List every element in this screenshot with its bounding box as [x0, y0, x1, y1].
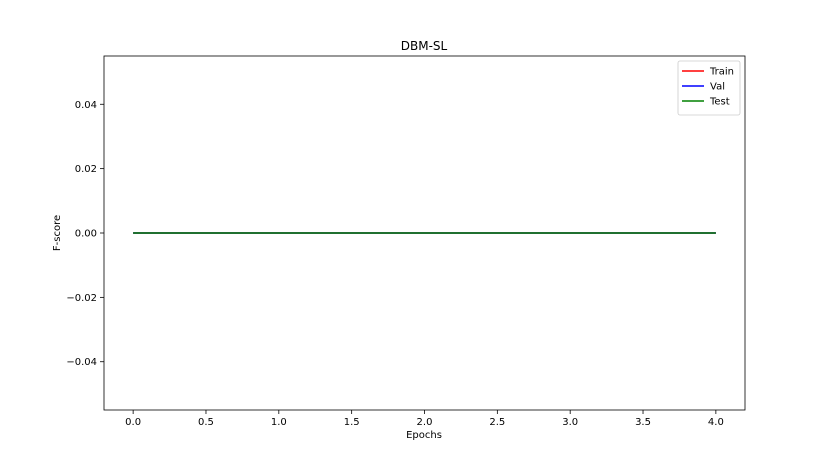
y-tick-label: −0.02 — [66, 293, 97, 304]
x-tick-label: 1.5 — [344, 417, 360, 428]
y-axis-label: F-score — [52, 215, 63, 251]
x-tick-label: 0.0 — [125, 417, 141, 428]
x-tick-label: 1.0 — [271, 417, 287, 428]
legend-label-train: Train — [709, 67, 734, 78]
x-tick-label: 3.5 — [635, 417, 651, 428]
legend-label-test: Test — [709, 97, 730, 108]
x-tick-label: 2.0 — [417, 417, 433, 428]
chart-title: DBM-SL — [401, 39, 448, 53]
x-tick-label: 3.0 — [562, 417, 578, 428]
y-tick-label: 0.04 — [75, 100, 97, 111]
x-tick-label: 2.5 — [489, 417, 505, 428]
y-tick-label: 0.02 — [75, 164, 97, 175]
x-tick-label: 0.5 — [198, 417, 214, 428]
x-tick-label: 4.0 — [708, 417, 724, 428]
legend-label-val: Val — [710, 82, 725, 93]
y-tick-label: −0.04 — [66, 357, 97, 368]
y-tick-label: 0.00 — [75, 229, 97, 240]
plot-area: 0.0 0.5 1.0 1.5 2.0 2.5 3.0 3.5 4.0 0.04 0.02 0.00 −… — [66, 55, 746, 428]
x-axis-label: Epochs — [406, 430, 442, 441]
